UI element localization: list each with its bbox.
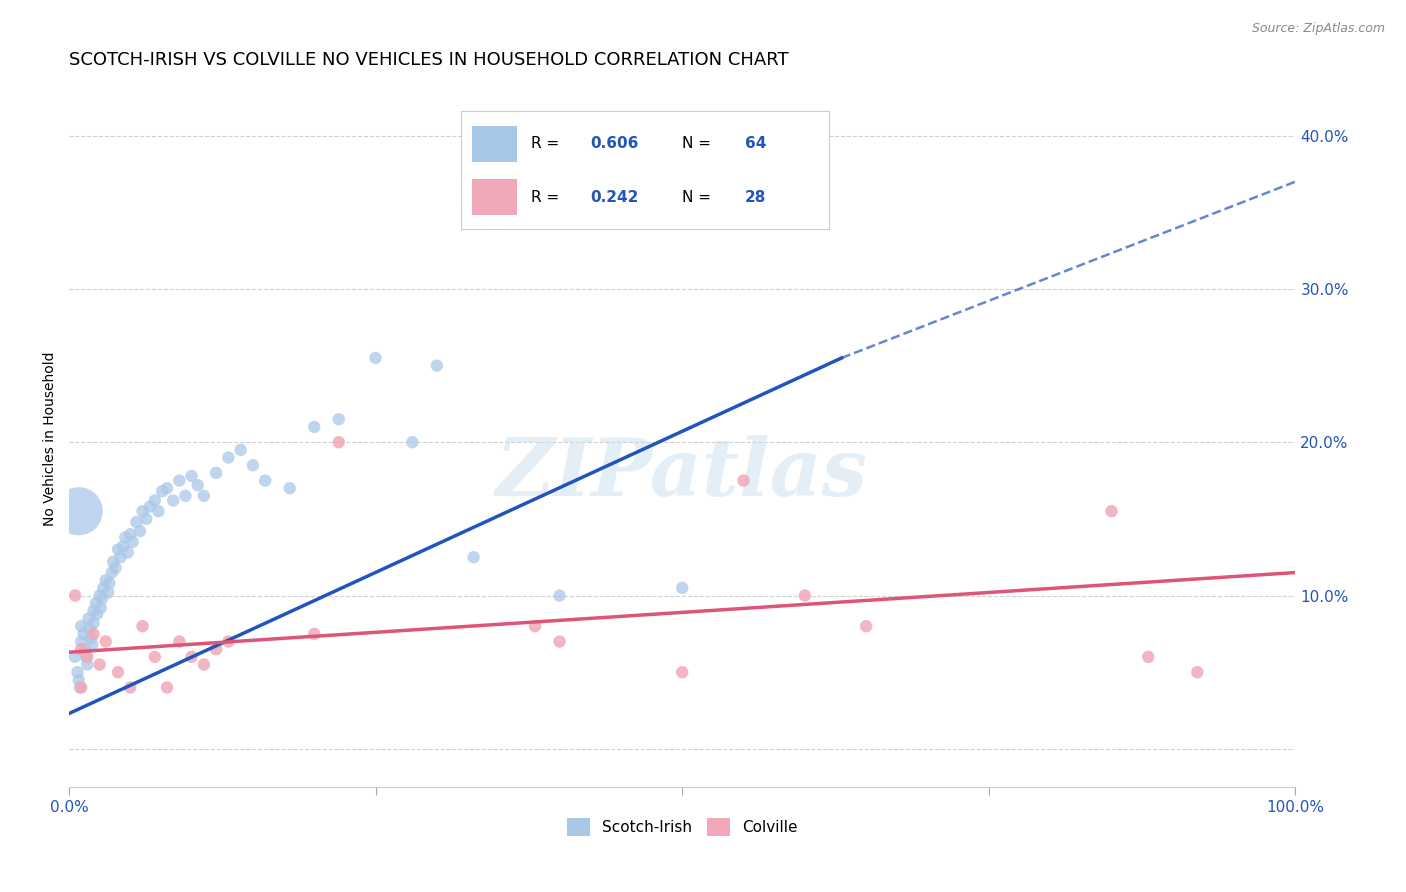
Point bbox=[242, 458, 264, 473]
Point bbox=[217, 450, 239, 465]
Point bbox=[101, 566, 124, 580]
Point bbox=[1137, 649, 1160, 664]
Point bbox=[69, 681, 91, 695]
Point bbox=[76, 657, 98, 672]
Point bbox=[205, 642, 228, 657]
Point bbox=[67, 673, 90, 687]
Point bbox=[156, 681, 179, 695]
Point bbox=[107, 542, 129, 557]
Point bbox=[193, 489, 215, 503]
Point bbox=[328, 412, 350, 426]
Point bbox=[148, 504, 170, 518]
Point bbox=[72, 627, 94, 641]
Point bbox=[70, 619, 93, 633]
Point bbox=[364, 351, 387, 365]
Point bbox=[107, 665, 129, 680]
Point bbox=[77, 611, 100, 625]
Point bbox=[156, 481, 179, 495]
Point bbox=[180, 649, 202, 664]
Point bbox=[131, 619, 153, 633]
Point bbox=[63, 649, 86, 664]
Legend: Scotch-Irish, Colville: Scotch-Irish, Colville bbox=[561, 812, 804, 842]
Point bbox=[548, 589, 571, 603]
Point bbox=[70, 642, 93, 657]
Point bbox=[91, 591, 114, 606]
Point bbox=[89, 657, 111, 672]
Point bbox=[524, 619, 547, 633]
Point bbox=[733, 474, 755, 488]
Point bbox=[302, 627, 325, 641]
Point bbox=[135, 512, 157, 526]
Point bbox=[94, 573, 117, 587]
Point bbox=[97, 585, 120, 599]
Point bbox=[120, 681, 142, 695]
Point bbox=[217, 634, 239, 648]
Point bbox=[671, 665, 693, 680]
Point bbox=[75, 649, 97, 664]
Point bbox=[66, 665, 89, 680]
Point bbox=[187, 478, 209, 492]
Point bbox=[671, 581, 693, 595]
Point bbox=[82, 627, 104, 641]
Point bbox=[180, 469, 202, 483]
Point bbox=[117, 546, 139, 560]
Point bbox=[131, 504, 153, 518]
Point bbox=[793, 589, 815, 603]
Point bbox=[150, 484, 173, 499]
Point bbox=[114, 530, 136, 544]
Point bbox=[463, 550, 485, 565]
Point bbox=[143, 493, 166, 508]
Point bbox=[79, 622, 101, 636]
Point bbox=[302, 420, 325, 434]
Y-axis label: No Vehicles in Household: No Vehicles in Household bbox=[44, 351, 58, 525]
Point bbox=[76, 649, 98, 664]
Point bbox=[139, 500, 162, 514]
Point bbox=[63, 589, 86, 603]
Point bbox=[70, 681, 93, 695]
Point bbox=[73, 642, 96, 657]
Point bbox=[121, 534, 143, 549]
Point bbox=[82, 616, 104, 631]
Point bbox=[111, 540, 134, 554]
Point bbox=[169, 474, 191, 488]
Point bbox=[548, 634, 571, 648]
Point bbox=[855, 619, 877, 633]
Point bbox=[162, 493, 184, 508]
Point bbox=[98, 576, 121, 591]
Point bbox=[90, 600, 112, 615]
Point bbox=[70, 634, 93, 648]
Point bbox=[193, 657, 215, 672]
Point bbox=[82, 638, 104, 652]
Point bbox=[426, 359, 449, 373]
Point bbox=[91, 581, 114, 595]
Point bbox=[205, 466, 228, 480]
Text: ZIPatlas: ZIPatlas bbox=[496, 434, 869, 512]
Point bbox=[278, 481, 301, 495]
Text: Source: ZipAtlas.com: Source: ZipAtlas.com bbox=[1251, 22, 1385, 36]
Point bbox=[86, 607, 108, 621]
Point bbox=[84, 596, 107, 610]
Point bbox=[82, 604, 104, 618]
Point bbox=[328, 435, 350, 450]
Point bbox=[125, 515, 148, 529]
Point bbox=[89, 589, 111, 603]
Point bbox=[1187, 665, 1209, 680]
Point bbox=[129, 524, 152, 538]
Point bbox=[229, 442, 252, 457]
Point bbox=[254, 474, 277, 488]
Point bbox=[110, 550, 132, 565]
Text: SCOTCH-IRISH VS COLVILLE NO VEHICLES IN HOUSEHOLD CORRELATION CHART: SCOTCH-IRISH VS COLVILLE NO VEHICLES IN … bbox=[69, 51, 789, 69]
Point bbox=[1101, 504, 1123, 518]
Point bbox=[94, 634, 117, 648]
Point bbox=[174, 489, 197, 503]
Point bbox=[101, 555, 124, 569]
Point bbox=[67, 504, 90, 518]
Point bbox=[401, 435, 423, 450]
Point bbox=[143, 649, 166, 664]
Point bbox=[80, 632, 103, 646]
Point bbox=[104, 561, 127, 575]
Point bbox=[169, 634, 191, 648]
Point bbox=[120, 527, 142, 541]
